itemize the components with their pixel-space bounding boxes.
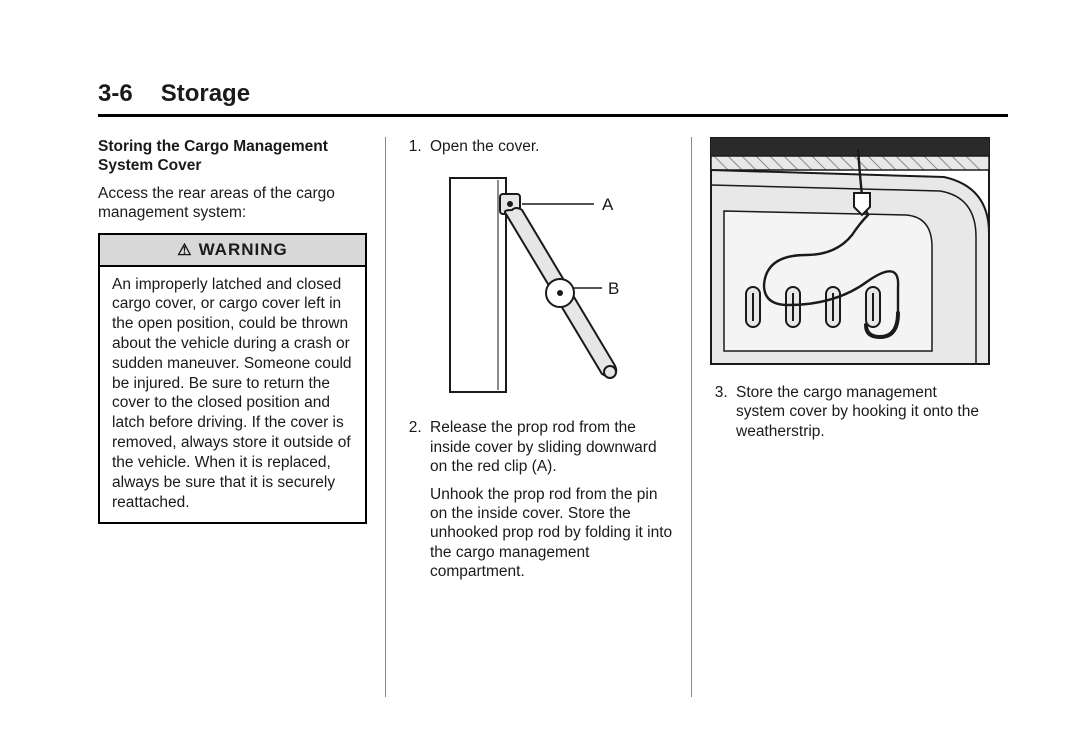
warning-body: An improperly latched and closed cargo c… — [100, 267, 365, 523]
column-3: Store the cargo management system cover … — [691, 137, 1008, 697]
page-number: 3-6 — [98, 80, 133, 107]
step-3-text: Store the cargo management system cover … — [736, 384, 979, 440]
warning-triangle-icon: ⚠ — [177, 242, 192, 259]
weatherstrip-diagram — [710, 137, 990, 365]
step-2-text: Release the prop rod from the inside cov… — [430, 419, 657, 475]
prop-rod-diagram: A B — [442, 170, 662, 400]
manual-page: 3-6 Storage Storing the Cargo Management … — [0, 0, 1080, 756]
column-2: Open the cover. — [385, 137, 691, 697]
figure-weatherstrip — [710, 137, 990, 365]
step-2: Release the prop rod from the inside cov… — [426, 418, 673, 581]
page-header: 3-6 Storage — [98, 80, 1008, 117]
subheading: Storing the Cargo Management System Cove… — [98, 137, 367, 176]
steps-list-col3: Store the cargo management system cover … — [710, 383, 990, 441]
content-columns: Storing the Cargo Management System Cove… — [98, 137, 1008, 697]
warning-label: WARNING — [199, 240, 288, 259]
step-1-text: Open the cover. — [430, 138, 539, 155]
steps-list-col2: Open the cover. — [404, 137, 673, 581]
label-a: A — [602, 195, 614, 214]
column-1: Storing the Cargo Management System Cove… — [98, 137, 385, 697]
label-b: B — [608, 279, 619, 298]
step-3: Store the cargo management system cover … — [732, 383, 990, 441]
warning-box: ⚠ WARNING An improperly latched and close… — [98, 233, 367, 525]
warning-title: ⚠ WARNING — [100, 235, 365, 267]
figure-prop-rod: A B — [430, 170, 673, 400]
step-2-subtext: Unhook the prop rod from the pin on the … — [430, 485, 673, 582]
step-1: Open the cover. — [426, 137, 673, 400]
section-title: Storage — [161, 80, 250, 107]
intro-text: Access the rear areas of the cargo manag… — [98, 184, 367, 223]
